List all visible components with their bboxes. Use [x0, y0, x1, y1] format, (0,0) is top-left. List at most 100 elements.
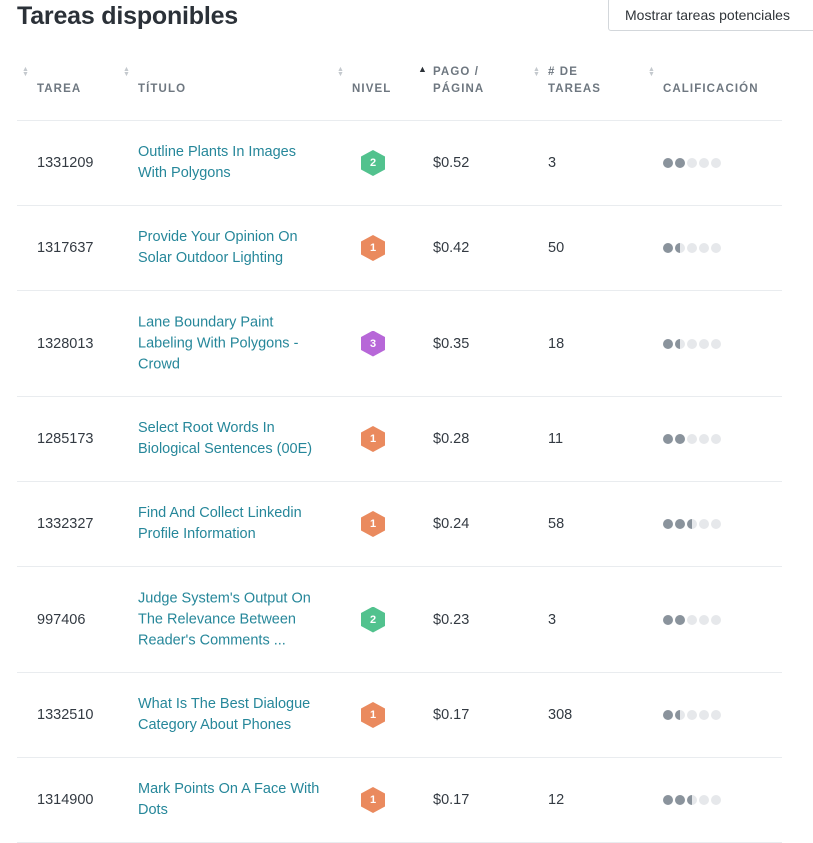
- rating-dot-icon: [663, 158, 673, 168]
- task-id: 1317637: [37, 240, 94, 256]
- rating-dot-icon: [699, 243, 709, 253]
- task-title-link[interactable]: Lane Boundary Paint Labeling With Polygo…: [138, 314, 299, 372]
- level-badge: 1: [361, 426, 385, 452]
- rating-dots: [663, 614, 721, 625]
- rating-dot-icon: [711, 614, 721, 625]
- level-hexagon-icon: 1: [361, 235, 385, 261]
- task-title-link[interactable]: Judge System's Output On The Relevance B…: [138, 590, 311, 648]
- table-row[interactable]: 997406 Judge System's Output On The Relev…: [17, 567, 782, 673]
- rating-dot-icon: [675, 434, 685, 444]
- task-title-link[interactable]: Select Root Words In Biological Sentence…: [138, 420, 313, 457]
- level-hexagon-icon: 1: [361, 511, 385, 537]
- column-header-level[interactable]: NIVEL: [352, 83, 392, 95]
- rating-dot-icon: [699, 795, 709, 805]
- table-row[interactable]: 1332327 Find And Collect Linkedin Profile…: [17, 482, 782, 567]
- rating-dot-icon: [663, 519, 673, 529]
- task-count: 18: [548, 335, 565, 352]
- task-id: 1331209: [37, 155, 94, 171]
- task-count: 50: [548, 240, 565, 256]
- task-title-link[interactable]: Mark Points On A Face With Dots: [138, 781, 320, 818]
- rating-dot-icon: [675, 158, 685, 168]
- rating-dots: [663, 519, 721, 529]
- rating-dot-icon: [711, 243, 721, 253]
- level-badge: 2: [361, 150, 385, 176]
- table-row[interactable]: 1328013 Lane Boundary Paint Labeling With…: [17, 291, 782, 397]
- show-potential-tasks-button[interactable]: Mostrar tareas potenciales: [608, 0, 813, 31]
- column-header-count[interactable]: # DE TAREAS: [548, 66, 602, 95]
- level-badge: 1: [361, 702, 385, 728]
- pay-per-page: $0.35: [433, 335, 470, 352]
- task-id: 1328013: [37, 335, 94, 352]
- rating-dots: [663, 795, 721, 805]
- pay-per-page: $0.52: [433, 155, 470, 171]
- column-header-title[interactable]: TÍTULO: [138, 83, 187, 95]
- level-badge: 2: [361, 606, 385, 633]
- rating-dot-icon: [675, 710, 685, 720]
- rating-dots: [663, 338, 721, 349]
- rating-dot-icon: [675, 243, 685, 253]
- task-title-link[interactable]: Outline Plants In Images With Polygons: [138, 144, 296, 181]
- rating-dot-icon: [663, 795, 673, 805]
- rating-dot-icon: [675, 795, 685, 805]
- table-row[interactable]: 1332510 What Is The Best Dialogue Categor…: [17, 673, 782, 758]
- sort-icon-level[interactable]: ▲ ▼: [337, 66, 344, 78]
- column-header-pay[interactable]: PAGO / PÁGINA: [433, 66, 485, 95]
- task-title-link[interactable]: Provide Your Opinion On Solar Outdoor Li…: [138, 229, 298, 266]
- column-header-rating[interactable]: CALIFICACIÓN: [663, 83, 759, 95]
- task-count: 308: [548, 707, 573, 723]
- rating-dot-icon: [663, 710, 673, 720]
- column-header-task[interactable]: TAREA: [37, 83, 82, 95]
- rating-dot-icon: [699, 434, 709, 444]
- rating-dot-icon: [711, 434, 721, 444]
- rating-dot-icon: [687, 519, 697, 529]
- sort-icon-title[interactable]: ▲ ▼: [123, 66, 130, 78]
- rating-dot-icon: [711, 158, 721, 168]
- rating-dot-icon: [699, 338, 709, 349]
- rating-dots: [663, 434, 721, 444]
- rating-dot-icon: [687, 338, 697, 349]
- task-id: 1332327: [37, 516, 94, 532]
- level-badge: 1: [361, 787, 385, 813]
- rating-dot-icon: [687, 614, 697, 625]
- table-body: 1331209 Outline Plants In Images With Pol…: [17, 121, 782, 843]
- rating-dots: [663, 710, 721, 720]
- rating-dot-icon: [687, 795, 697, 805]
- pay-per-page: $0.28: [433, 431, 470, 447]
- rating-dot-icon: [663, 243, 673, 253]
- task-count: 3: [548, 611, 557, 628]
- pay-per-page: $0.42: [433, 240, 470, 256]
- sort-icon-count[interactable]: ▲ ▼: [533, 66, 540, 78]
- table-row[interactable]: 1285173 Select Root Words In Biological S…: [17, 397, 782, 482]
- task-count: 11: [548, 431, 564, 447]
- level-hexagon-icon: 2: [361, 606, 385, 633]
- page-title: Tareas disponibles: [17, 2, 239, 30]
- rating-dots: [663, 158, 721, 168]
- pay-per-page: $0.24: [433, 516, 470, 532]
- rating-dot-icon: [675, 519, 685, 529]
- rating-dot-icon: [675, 614, 685, 625]
- sort-icon-task[interactable]: ▲ ▼: [22, 66, 29, 78]
- table-row[interactable]: 1317637 Provide Your Opinion On Solar Out…: [17, 206, 782, 291]
- task-id: 1314900: [37, 792, 94, 808]
- rating-dot-icon: [699, 614, 709, 625]
- task-id: 1332510: [37, 707, 94, 723]
- pay-per-page: $0.17: [433, 707, 470, 723]
- rating-dot-icon: [699, 519, 709, 529]
- table-row[interactable]: 1331209 Outline Plants In Images With Pol…: [17, 121, 782, 206]
- task-title-link[interactable]: Find And Collect Linkedin Profile Inform…: [138, 505, 302, 542]
- rating-dot-icon: [675, 338, 685, 349]
- sort-icon-pay[interactable]: ▲: [418, 64, 427, 74]
- level-hexagon-icon: 3: [361, 330, 385, 357]
- rating-dot-icon: [687, 710, 697, 720]
- rating-dot-icon: [711, 795, 721, 805]
- task-title-link[interactable]: What Is The Best Dialogue Category About…: [138, 696, 311, 733]
- level-badge: 1: [361, 511, 385, 537]
- sort-icon-rating[interactable]: ▲ ▼: [648, 66, 655, 78]
- level-badge: 1: [361, 235, 385, 261]
- task-count: 58: [548, 516, 565, 532]
- tasks-table: ▲ ▼ TAREA ▲ ▼ TÍTULO ▲ ▼ NIVEL ▲ PAGO / PÁGI…: [17, 52, 782, 843]
- rating-dot-icon: [687, 243, 697, 253]
- level-badge: 3: [361, 330, 385, 357]
- rating-dot-icon: [711, 710, 721, 720]
- table-row[interactable]: 1314900 Mark Points On A Face With Dots 1 $…: [17, 758, 782, 843]
